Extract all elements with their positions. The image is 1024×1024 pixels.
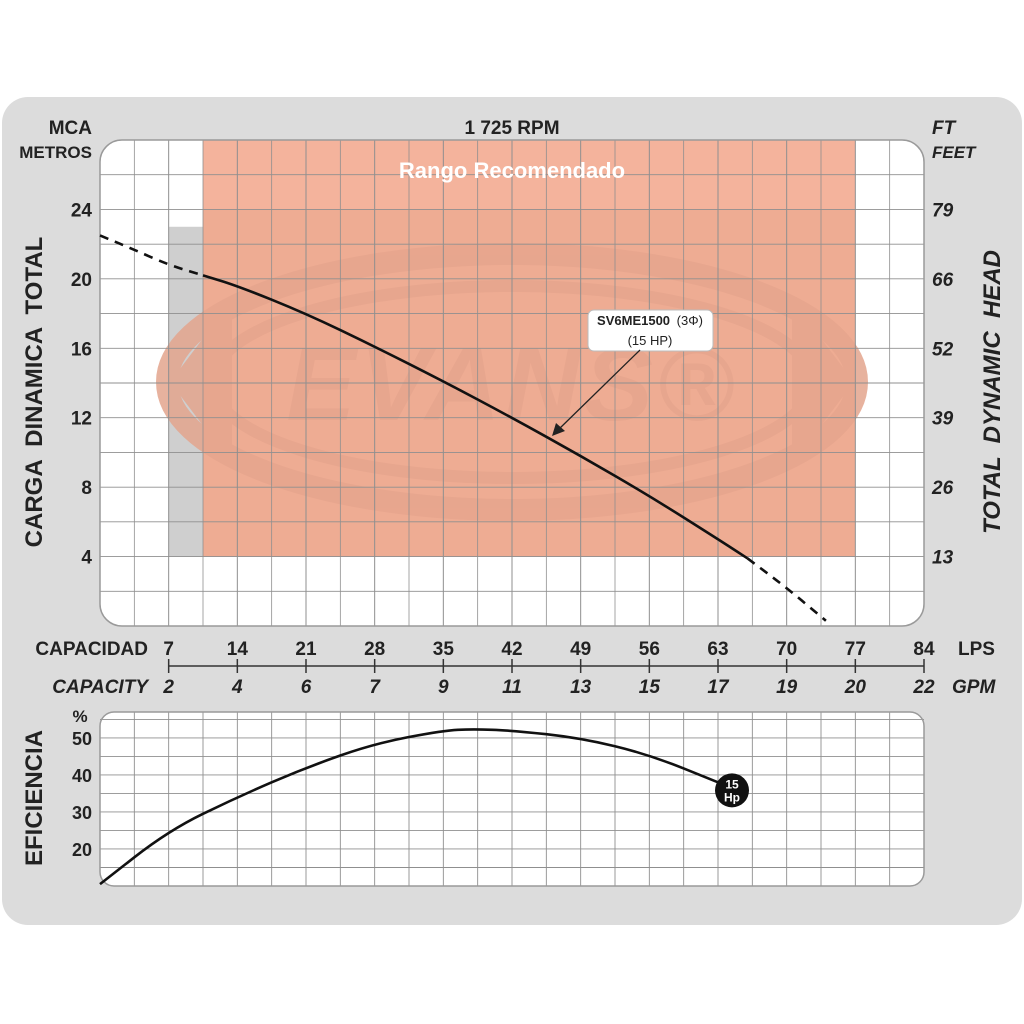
- efficiency-plot-frame: [99, 711, 925, 887]
- head-y-tick-label-right: 66: [932, 270, 954, 291]
- gpm-tick-label: 9: [438, 677, 449, 698]
- head-curve-dashed-left: [99, 234, 204, 277]
- efficiency-curve: [99, 728, 719, 886]
- annotation-arrow: [557, 349, 641, 431]
- capacity-label: CAPACIDAD: [35, 639, 148, 660]
- head-y-ticks: 4 13 8 26 12 39 16 52 20 66 24 79: [71, 200, 954, 568]
- head-y-tick-label-right: 39: [932, 409, 954, 430]
- lps-tick-label: 77: [845, 639, 866, 660]
- gpm-tick-label: 19: [776, 677, 798, 698]
- gpm-tick-label: 7: [369, 677, 381, 698]
- lps-tick-label: 28: [364, 639, 385, 660]
- efficiency-badge-line2: Hp: [724, 790, 740, 804]
- gpm-tick-label: 4: [231, 677, 243, 698]
- capacity-axis: 7 2 14 4 21 6 28 7 35 9 42 11 49 13 56 15 63 17 70 19 77 20 84…: [162, 639, 935, 698]
- y-axis-label-left: CARGA DINAMICA TOTAL: [21, 237, 48, 548]
- efficiency-axis-label: EFICIENCIA: [21, 730, 48, 866]
- series-annotation-hp: (15 HP): [628, 333, 673, 348]
- gpm-tick-label: 11: [502, 677, 522, 698]
- efficiency-y-tick-label: 20: [72, 840, 92, 860]
- lps-unit-label: LPS: [958, 639, 995, 660]
- annotation-arrowhead: [552, 423, 565, 436]
- head-plot-frame: [99, 139, 925, 627]
- right-unit-bottom: FEET: [932, 143, 977, 162]
- gpm-tick-label: 20: [844, 677, 867, 698]
- efficiency-y-tick-label: 50: [72, 729, 92, 749]
- lps-tick-label: 49: [570, 639, 591, 660]
- head-y-tick-label: 12: [71, 409, 92, 430]
- head-y-tick-label: 16: [71, 339, 92, 360]
- lps-tick-label: 14: [227, 639, 249, 660]
- head-y-tick-label-right: 26: [931, 478, 954, 499]
- efficiency-y-ticks: 20 30 40 50: [72, 729, 92, 860]
- capacity-label-en: CAPACITY: [52, 677, 150, 698]
- gpm-tick-label: 22: [912, 677, 935, 698]
- lps-tick-label: 84: [913, 639, 935, 660]
- efficiency-badge-line1: 15: [725, 777, 739, 791]
- efficiency-grid: [100, 712, 924, 886]
- lps-tick-label: 56: [639, 639, 660, 660]
- head-curve-solid: [202, 274, 749, 560]
- y-axis-label-right: TOTAL DYNAMIC HEAD: [979, 250, 1006, 534]
- lps-tick-label: 70: [776, 639, 797, 660]
- chart-title: 1 725 RPM: [464, 118, 559, 139]
- efficiency-badge: [715, 773, 749, 808]
- lps-tick-label: 35: [433, 639, 455, 660]
- head-y-tick-label: 24: [71, 200, 93, 221]
- svg-text:SV6ME1500 (3Φ): SV6ME1500 (3Φ): [597, 313, 703, 328]
- head-y-tick-label-right: 79: [932, 200, 954, 221]
- head-y-tick-label-right: 13: [932, 548, 954, 569]
- gpm-tick-label: 15: [639, 677, 661, 698]
- head-y-tick-label-right: 52: [932, 339, 954, 360]
- lps-tick-label: 7: [163, 639, 174, 660]
- efficiency-unit: %: [72, 707, 87, 726]
- gpm-tick-label: 17: [707, 677, 730, 698]
- head-grid: [100, 140, 924, 626]
- gpm-tick-label: 13: [570, 677, 592, 698]
- head-y-tick-label: 8: [81, 478, 92, 499]
- head-y-tick-label: 20: [71, 270, 92, 291]
- efficiency-y-tick-label: 30: [72, 803, 92, 823]
- lps-tick-label: 21: [295, 639, 317, 660]
- gpm-tick-label: 6: [301, 677, 312, 698]
- lps-tick-label: 42: [501, 639, 522, 660]
- head-curve: [99, 234, 827, 622]
- series-annotation-model: SV6ME1500: [597, 313, 670, 328]
- head-y-tick-label: 4: [81, 548, 92, 569]
- head-curve-dashed-right: [746, 557, 827, 622]
- efficiency-y-tick-label: 40: [72, 766, 92, 786]
- series-annotation-box: [587, 309, 714, 352]
- lps-tick-label: 63: [707, 639, 728, 660]
- recommended-range-label: Rango Recomendado: [399, 158, 625, 183]
- efficiency-curve-line: [99, 728, 719, 886]
- left-unit-top: MCA: [49, 118, 93, 139]
- gpm-tick-label: 2: [162, 677, 174, 698]
- gpm-unit-label: GPM: [952, 677, 996, 698]
- series-annotation-phase: (3Φ): [677, 313, 703, 328]
- left-unit-bottom: METROS: [19, 143, 92, 162]
- right-unit-top: FT: [932, 118, 957, 139]
